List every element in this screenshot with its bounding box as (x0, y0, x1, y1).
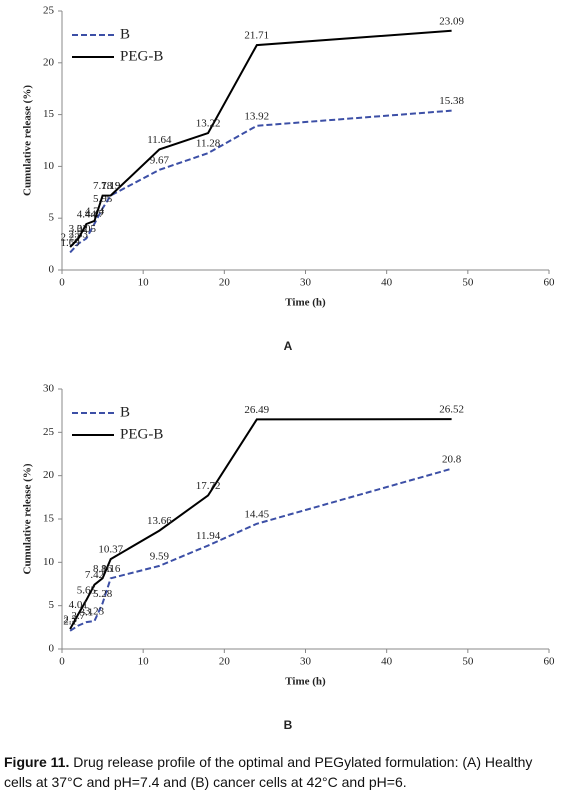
legend-label: B (120, 404, 130, 420)
data-label: 4.01 (69, 599, 88, 611)
legend-label: B (120, 26, 130, 42)
data-label: 3.02 (69, 223, 88, 235)
x-tick-label: 40 (381, 656, 393, 668)
data-label: 4.74 (85, 205, 105, 217)
x-tick-label: 60 (544, 277, 556, 289)
x-tick-label: 40 (381, 277, 393, 289)
data-label: 14.45 (244, 508, 269, 520)
data-label: 23.09 (439, 15, 464, 27)
y-tick-label: 15 (43, 108, 55, 120)
x-tick-label: 0 (59, 277, 65, 289)
data-label: 5.65 (77, 585, 97, 597)
data-label: 11.94 (196, 530, 221, 542)
legend-label: PEG-B (120, 48, 163, 64)
data-label: 2.22 (60, 232, 79, 244)
y-tick-label: 25 (43, 5, 55, 17)
x-tick-label: 50 (462, 656, 474, 668)
y-tick-label: 0 (49, 643, 55, 655)
data-label: 1.69 (60, 237, 80, 249)
data-label: 7.19 (101, 180, 121, 192)
data-label: 11.64 (147, 134, 172, 146)
x-tick-label: 30 (300, 277, 312, 289)
data-label: 21.71 (244, 30, 269, 42)
data-label: 8.16 (93, 563, 113, 575)
y-axis-label: Cumulative release (%) (22, 85, 34, 196)
panel-label: A (284, 339, 293, 353)
x-tick-label: 10 (138, 277, 150, 289)
x-tick-label: 20 (219, 277, 231, 289)
x-tick-label: 0 (59, 656, 65, 668)
y-tick-label: 5 (49, 599, 55, 611)
y-tick-label: 15 (43, 513, 55, 525)
data-label: 13.92 (244, 110, 269, 122)
data-label: 13.22 (196, 118, 221, 130)
data-label: 11.28 (196, 138, 221, 150)
x-tick-label: 50 (462, 277, 474, 289)
y-tick-label: 10 (43, 556, 55, 568)
series-line (69, 29, 452, 248)
caption-label: Figure 11. (4, 754, 70, 770)
data-label: 2.3 (63, 614, 77, 626)
caption: Figure 11. Drug release profile of the o… (4, 752, 564, 792)
x-tick-label: 30 (300, 656, 312, 668)
data-label: 7.19 (101, 180, 121, 192)
panel-label: B (284, 718, 293, 732)
series-line (69, 109, 452, 254)
data-label: 26.49 (244, 404, 269, 416)
y-tick-label: 20 (43, 56, 55, 68)
data-label: 26.52 (439, 404, 464, 416)
x-tick-label: 60 (544, 656, 556, 668)
data-label: 17.72 (196, 480, 221, 492)
x-tick-label: 10 (138, 656, 150, 668)
x-tick-label: 20 (219, 656, 231, 668)
data-label: 3.1 (79, 607, 93, 619)
data-label: 7.18 (93, 180, 113, 192)
data-label: 20.8 (442, 453, 462, 465)
data-label: 9.59 (150, 550, 170, 562)
data-label: 5.28 (93, 588, 113, 600)
x-axis-label: Time (h) (285, 676, 326, 688)
series-line (69, 418, 452, 630)
y-axis-label: Cumulative release (%) (22, 463, 34, 574)
data-label: 10.37 (98, 544, 123, 556)
data-label: 13.66 (147, 515, 172, 527)
series-line (69, 467, 452, 632)
y-tick-label: 30 (43, 383, 55, 395)
legend-label: PEG-B (120, 426, 163, 442)
y-tick-label: 5 (49, 212, 55, 224)
data-label: 4.44 (77, 209, 97, 221)
y-tick-label: 25 (43, 426, 55, 438)
x-axis-label: Time (h) (285, 297, 326, 309)
y-tick-label: 20 (43, 469, 55, 481)
data-label: 3.23 (85, 606, 105, 618)
caption-text: Drug release profile of the optimal and … (4, 754, 533, 790)
y-tick-label: 10 (43, 160, 55, 172)
data-label: 15.38 (439, 95, 464, 107)
data-label: 4.47 (85, 208, 105, 220)
data-label: 9.67 (150, 154, 170, 166)
y-tick-label: 0 (49, 264, 55, 276)
data-label: 7.42 (85, 569, 104, 581)
